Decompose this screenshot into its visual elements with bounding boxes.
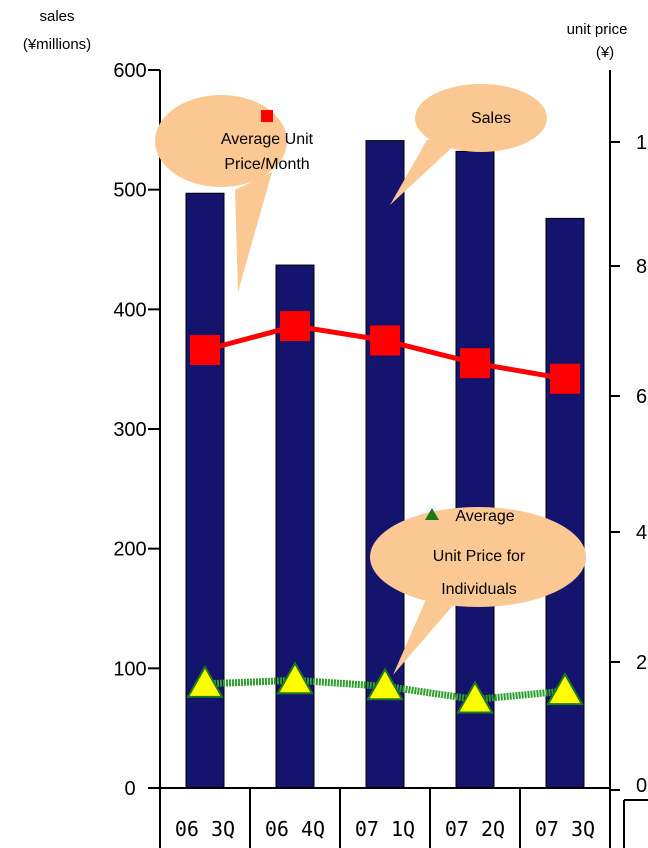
callout-monthly-line2: Price/Month xyxy=(224,156,309,173)
callout-individuals-line1: Average xyxy=(455,508,514,525)
callout-monthly-line1: Average Unit xyxy=(221,131,314,148)
left-tick-label: 100 xyxy=(113,658,146,680)
monthly-price-point xyxy=(190,335,220,365)
callout-individuals-line3: Individuals xyxy=(441,581,517,598)
right-tick-label: 4 xyxy=(636,522,647,544)
category-label: 06 3Q xyxy=(175,817,235,841)
callout-monthly: Average Unit Price/Month xyxy=(155,95,314,292)
monthly-price-point xyxy=(280,311,310,341)
monthly-price-point xyxy=(550,364,580,394)
left-tick-label: 600 xyxy=(113,60,146,82)
right-tick-label: 2 xyxy=(636,652,647,674)
left-tick-label: 200 xyxy=(113,539,146,561)
sales-bar xyxy=(276,265,314,788)
right-tick-label: 1 xyxy=(636,132,647,154)
left-axis-title-line1: sales xyxy=(39,8,74,25)
category-label: 07 1Q xyxy=(355,817,415,841)
callout-sales-label: Sales xyxy=(471,110,511,127)
monthly-price-point xyxy=(460,348,490,378)
category-label: 06 4Q xyxy=(265,817,325,841)
left-tick-label: 500 xyxy=(113,180,146,202)
left-tick-label: 300 xyxy=(113,419,146,441)
legend-marker-square xyxy=(261,110,273,122)
right-axis-title-line2: (¥) xyxy=(596,44,614,61)
right-tick-label: 6 xyxy=(636,386,647,408)
callout-individuals-line2: Unit Price for xyxy=(433,548,526,565)
category-labels: 06 3Q 06 4Q 07 1Q 07 2Q 07 3Q xyxy=(175,817,595,841)
monthly-price-point xyxy=(370,325,400,355)
left-axis-title-line2: (¥millions) xyxy=(23,36,91,53)
left-tick-label: 0 xyxy=(124,778,135,800)
left-tick-label: 400 xyxy=(113,299,146,321)
right-axis-title-line1: unit price xyxy=(567,21,628,38)
right-tick-label: 8 xyxy=(636,256,647,278)
category-label: 07 2Q xyxy=(445,817,505,841)
sales-bar xyxy=(186,193,224,788)
right-tick-label: 0 xyxy=(636,775,647,797)
category-label: 07 3Q xyxy=(535,817,595,841)
